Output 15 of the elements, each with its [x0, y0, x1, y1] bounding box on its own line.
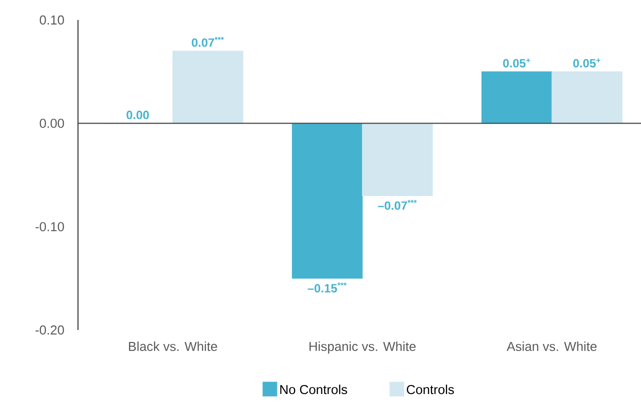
data-label: –0.15$^{***}$	[308, 282, 347, 292]
y-tick-label: -0.20	[36, 325, 64, 335]
y-tick-label: 0.10	[40, 15, 64, 25]
y-tick-label: -0.10	[36, 222, 64, 232]
data-label: 0.07$^{***}$	[192, 36, 224, 47]
data-label: –0.07$^{***}$	[378, 200, 417, 210]
x-tick-label: Asian vs. White	[506, 342, 597, 352]
data-label: 0.05$^{+}$	[573, 58, 600, 68]
legend-label: No Controls	[280, 384, 348, 394]
data-label: 0.00	[126, 110, 149, 120]
legend-label: Controls	[406, 384, 454, 394]
data-label: 0.05$^{+}$	[503, 58, 530, 68]
x-tick-label: Hispanic vs. White	[310, 342, 416, 354]
y-tick-label: 0.00	[40, 118, 64, 128]
x-tick-label: Black vs. White	[128, 342, 218, 352]
